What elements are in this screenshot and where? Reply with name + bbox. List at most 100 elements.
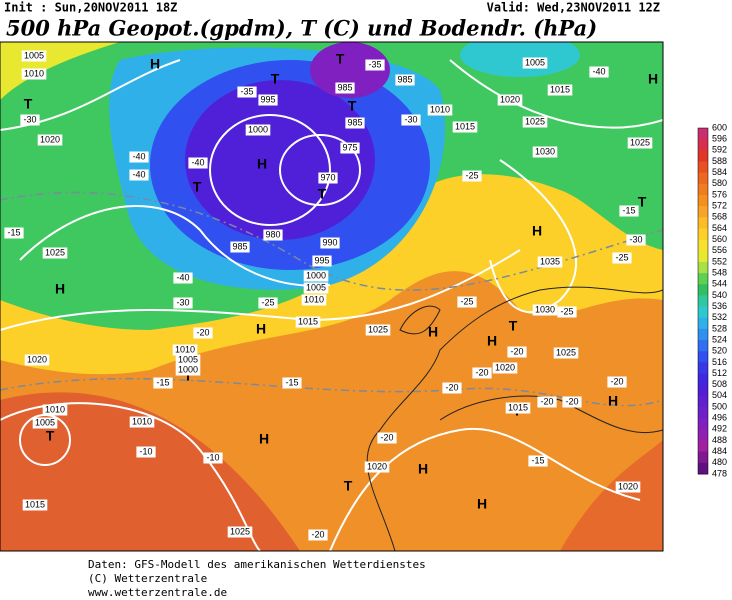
temperature-label-box xyxy=(626,234,646,246)
temperature-label-box xyxy=(612,252,632,264)
pressure-center: H xyxy=(259,431,269,447)
colorbar-label: 576 xyxy=(712,189,727,199)
isobar-label: 975 xyxy=(342,142,357,152)
color-swatch xyxy=(698,228,708,241)
pressure-center: T xyxy=(336,51,345,67)
isobar-label: 1010 xyxy=(24,68,44,78)
isobar-label-box xyxy=(365,324,391,336)
pressure-center: H xyxy=(477,496,487,512)
isobar-label-box xyxy=(505,402,531,414)
colorbar: 6005965925885845805765725685645605565525… xyxy=(697,122,727,478)
temperature-label: -20 xyxy=(510,346,523,356)
color-swatch xyxy=(698,373,708,386)
temperature-label-box xyxy=(129,151,149,163)
color-swatch xyxy=(698,217,708,229)
isobar-label-box xyxy=(230,241,250,253)
color-swatch xyxy=(698,150,708,162)
isobar-label-box xyxy=(37,134,63,146)
pressure-center: H xyxy=(55,281,65,297)
isobar-label-box xyxy=(172,344,198,356)
isobar-label: 980 xyxy=(265,229,280,239)
isobar-label-box xyxy=(427,104,453,116)
isobar-label-box xyxy=(497,94,523,106)
color-swatch xyxy=(698,284,708,296)
color-swatch xyxy=(698,451,708,464)
isobar-label: 1025 xyxy=(556,347,576,357)
color-swatch xyxy=(698,429,708,442)
temperature-label: -30 xyxy=(176,297,189,307)
pressure-center: T xyxy=(509,318,518,334)
isobar-label-box xyxy=(320,237,340,249)
temperature-label-box xyxy=(4,227,24,239)
isobar-label: 1025 xyxy=(525,116,545,126)
color-swatch xyxy=(698,384,708,397)
color-swatch xyxy=(698,362,708,375)
temperature-label: -20 xyxy=(475,367,488,377)
pressure-center: H xyxy=(487,333,497,349)
colorbar-label: 564 xyxy=(712,223,727,233)
isobar-label: 1015 xyxy=(550,84,570,94)
temperature-label: -15 xyxy=(7,227,20,237)
pressure-center: H xyxy=(428,324,438,340)
colorbar-label: 600 xyxy=(712,122,727,132)
pressure-center: T xyxy=(318,186,327,202)
isobar-label-box xyxy=(532,304,558,316)
colorbar-label: 512 xyxy=(712,368,727,378)
isobar-label-box xyxy=(340,142,360,154)
colorbar-label: 492 xyxy=(712,424,727,434)
temperature-label-box xyxy=(153,377,173,389)
isobar-label-box xyxy=(24,354,50,366)
valid-time: Valid: Wed,23NOV2011 12Z xyxy=(487,1,660,15)
temperature-label: -20 xyxy=(565,396,578,406)
colorbar-label: 528 xyxy=(712,323,727,333)
temperature-label: -35 xyxy=(368,59,381,69)
map-title: 500 hPa Geopot.(gpdm), T (C) und Bodendr… xyxy=(6,16,597,41)
isobar-label: 1015 xyxy=(508,402,528,412)
isobar-label: 1000 xyxy=(306,270,326,280)
isobar-label-box xyxy=(21,68,47,80)
temperature-label: -15 xyxy=(531,455,544,465)
isobar-label-box xyxy=(22,499,48,511)
colorbar-label: 496 xyxy=(712,413,727,423)
color-swatch xyxy=(698,340,708,352)
isobar-label-box xyxy=(263,229,283,241)
temperature-label: -15 xyxy=(285,377,298,387)
temperature-label: -40 xyxy=(191,157,204,167)
isobar-label: 1005 xyxy=(306,282,326,292)
isobar-label: 995 xyxy=(260,94,275,104)
pressure-center: T xyxy=(46,428,55,444)
isobar-label: 1015 xyxy=(455,121,475,131)
isobar-label: 1005 xyxy=(35,417,55,427)
isobar-label-box xyxy=(627,137,653,149)
colorbar-label: 540 xyxy=(712,290,727,300)
colorbar-label: 588 xyxy=(712,156,727,166)
temperature-label: -30 xyxy=(404,114,417,124)
temperature-label-box xyxy=(442,382,462,394)
isobar-label-box xyxy=(295,316,321,328)
temperature-label-box xyxy=(20,114,40,126)
temperature-label-box xyxy=(258,297,278,309)
temperature-label: -25 xyxy=(460,296,473,306)
pressure-center: H xyxy=(257,156,267,172)
isobar-label: 1015 xyxy=(25,499,45,509)
isobar-label-box xyxy=(522,116,548,128)
isobar-label-box xyxy=(175,354,201,366)
isobar-label: 985 xyxy=(337,82,352,92)
temperature-label-box xyxy=(129,169,149,181)
temperature-label-box xyxy=(282,377,302,389)
isobar-label-box xyxy=(245,124,271,136)
pressure-center: T xyxy=(638,194,647,210)
temperature-label-box xyxy=(401,114,421,126)
isobar-label: 970 xyxy=(320,172,335,182)
isobar-label: 1035 xyxy=(540,256,560,266)
colorbar-label: 520 xyxy=(712,346,727,356)
isobar-label-box xyxy=(301,294,327,306)
color-swatch xyxy=(698,139,708,151)
isobar-label: 1020 xyxy=(367,461,387,471)
isobar-label: 985 xyxy=(397,74,412,84)
isobar-label: 990 xyxy=(322,237,337,247)
temperature-label: -10 xyxy=(139,446,152,456)
isobar-label-box xyxy=(532,146,558,158)
isobar-label-box xyxy=(312,255,332,267)
colorbar-label: 596 xyxy=(712,134,727,144)
